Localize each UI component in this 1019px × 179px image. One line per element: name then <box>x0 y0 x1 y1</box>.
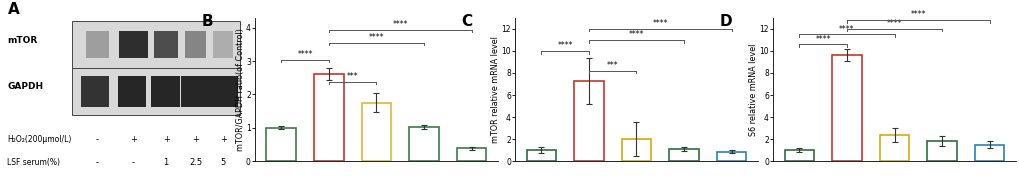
Bar <box>151 76 179 107</box>
Y-axis label: mTOR relative mRNA level: mTOR relative mRNA level <box>490 36 499 143</box>
Text: ****: **** <box>839 25 854 34</box>
Text: -: - <box>96 135 99 144</box>
Text: mTOR: mTOR <box>7 36 38 45</box>
Text: -: - <box>797 178 800 179</box>
Text: +: + <box>468 178 474 179</box>
Bar <box>314 74 343 161</box>
Text: C: C <box>462 14 473 29</box>
Bar <box>213 31 233 58</box>
Bar <box>154 31 177 58</box>
Bar <box>119 31 148 58</box>
Bar <box>574 81 603 161</box>
Bar <box>181 76 210 107</box>
Y-axis label: S6 relative mRNA level: S6 relative mRNA level <box>748 43 757 136</box>
Text: +: + <box>843 178 849 179</box>
Text: -: - <box>539 178 542 179</box>
Text: +: + <box>585 178 591 179</box>
Text: +: + <box>163 135 169 144</box>
Bar <box>668 149 698 161</box>
Text: +: + <box>192 135 199 144</box>
Text: ****: **** <box>368 33 384 42</box>
Bar <box>526 150 555 161</box>
Bar <box>72 68 239 115</box>
Text: 5: 5 <box>220 158 225 167</box>
Text: +: + <box>421 178 427 179</box>
Text: ****: **** <box>297 50 313 59</box>
Bar <box>622 139 650 161</box>
Text: ****: **** <box>392 20 408 29</box>
Bar <box>72 21 239 68</box>
Text: D: D <box>719 14 732 29</box>
Text: H₂O₂(200μmol/L): H₂O₂(200μmol/L) <box>7 135 71 144</box>
Text: ***: *** <box>346 72 358 81</box>
Text: +: + <box>219 135 226 144</box>
Text: ****: **** <box>910 10 925 19</box>
Text: ****: **** <box>886 19 902 28</box>
Text: +: + <box>728 178 734 179</box>
Bar <box>81 76 109 107</box>
Text: GAPDH: GAPDH <box>7 82 44 91</box>
Bar <box>184 31 206 58</box>
Text: ****: **** <box>652 19 667 28</box>
Text: +: + <box>985 178 991 179</box>
Bar <box>784 150 813 161</box>
Text: ****: **** <box>628 30 644 39</box>
Text: -: - <box>96 158 99 167</box>
Bar <box>210 76 238 107</box>
Bar <box>409 127 438 161</box>
Text: +: + <box>891 178 897 179</box>
Bar <box>457 148 486 161</box>
Bar <box>832 55 861 161</box>
Y-axis label: mTOR/GAPDH ratio(of Control): mTOR/GAPDH ratio(of Control) <box>235 28 245 151</box>
Text: +: + <box>129 135 137 144</box>
Text: -: - <box>279 178 282 179</box>
Text: H₂O₂(200μmol/L): H₂O₂(200μmol/L) <box>513 178 569 179</box>
Text: -: - <box>131 158 135 167</box>
Text: 1: 1 <box>163 158 168 167</box>
Bar <box>86 31 109 58</box>
Bar <box>879 135 908 161</box>
Bar <box>266 128 296 161</box>
Text: H₂O₂(200μmol/L): H₂O₂(200μmol/L) <box>770 178 826 179</box>
Text: B: B <box>202 14 213 29</box>
Bar <box>362 103 390 161</box>
Text: H₂O₂(200μmol/L): H₂O₂(200μmol/L) <box>253 178 309 179</box>
Text: ****: **** <box>814 35 830 43</box>
Text: +: + <box>373 178 379 179</box>
Bar <box>926 141 956 161</box>
Bar <box>117 76 146 107</box>
Text: +: + <box>325 178 331 179</box>
Text: +: + <box>681 178 687 179</box>
Text: LSF serum(%): LSF serum(%) <box>7 158 60 167</box>
Text: +: + <box>633 178 639 179</box>
Text: +: + <box>938 178 945 179</box>
Text: 2.5: 2.5 <box>189 158 202 167</box>
Text: ***: *** <box>606 61 618 70</box>
Text: A: A <box>7 2 19 17</box>
Bar <box>716 152 746 161</box>
Text: ****: **** <box>556 41 573 50</box>
Bar <box>974 145 1004 161</box>
